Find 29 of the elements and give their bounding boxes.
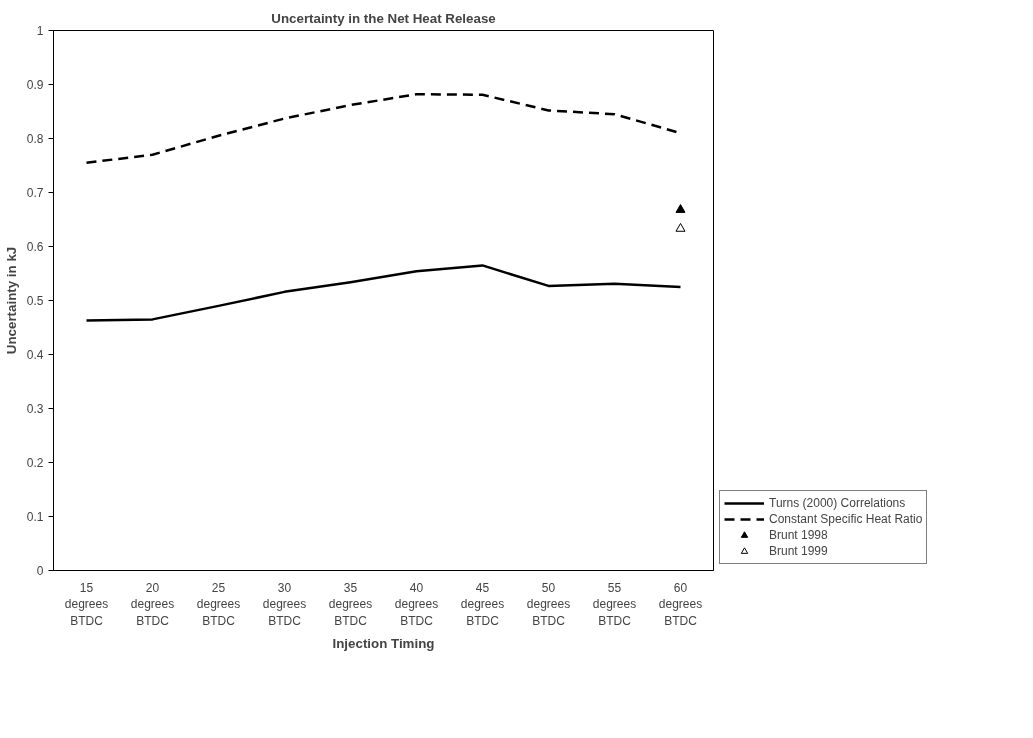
x-tick-label: 40 degrees BTDC xyxy=(394,580,439,629)
x-tick-label: 60 degrees BTDC xyxy=(658,580,703,629)
legend-label: Constant Specific Heat Ratio xyxy=(769,511,923,527)
y-tick-label: 0.9 xyxy=(26,78,44,92)
y-tick-label: 0.8 xyxy=(26,132,44,146)
y-tick-label: 0.4 xyxy=(26,348,44,362)
legend-label: Brunt 1999 xyxy=(769,543,828,559)
x-tick-label: 55 degrees BTDC xyxy=(592,580,637,629)
y-tick-label: 0.5 xyxy=(26,294,44,308)
x-tick-label: 15 degrees BTDC xyxy=(64,580,109,629)
chart-title: Uncertainty in the Net Heat Release xyxy=(271,10,496,26)
x-tick-label: 35 degrees BTDC xyxy=(328,580,373,629)
y-axis-title: Uncertainty in kJ xyxy=(3,246,19,355)
x-tick-label: 45 degrees BTDC xyxy=(460,580,505,629)
legend-label: Turns (2000) Correlations xyxy=(769,495,906,511)
x-tick-label: 25 degrees BTDC xyxy=(196,580,241,629)
x-tick-label: 20 degrees BTDC xyxy=(130,580,175,629)
y-tick-label: 0.1 xyxy=(26,510,44,524)
y-tick-label: 0.7 xyxy=(26,186,44,200)
y-tick-label: 1 xyxy=(36,24,44,38)
y-tick-label: 0.6 xyxy=(26,240,44,254)
legend-label: Brunt 1998 xyxy=(769,527,828,543)
y-tick-label: 0.2 xyxy=(26,456,44,470)
x-tick-label: 50 degrees BTDC xyxy=(526,580,571,629)
x-axis-title: Injection Timing xyxy=(332,636,435,652)
y-tick-label: 0 xyxy=(36,564,44,578)
line-series xyxy=(85,264,682,322)
y-tick-label: 0.3 xyxy=(26,402,44,416)
x-tick-label: 30 degrees BTDC xyxy=(262,580,307,629)
